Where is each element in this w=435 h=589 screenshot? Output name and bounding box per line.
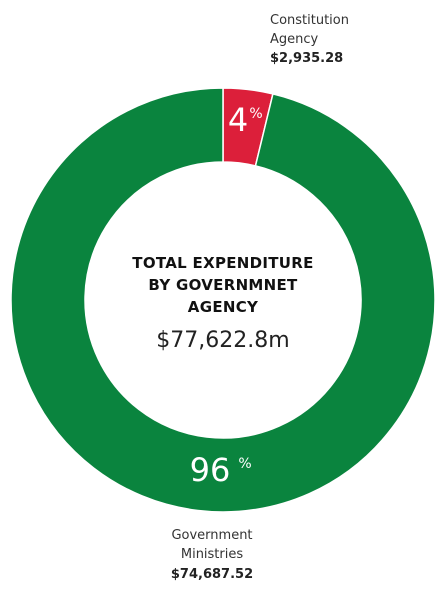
- slice-percent-constitution: 4: [228, 101, 248, 139]
- slices-group: [10, 87, 435, 513]
- outer-label-constitution-line-2: Agency: [270, 32, 319, 47]
- slice-percent-sign-ministries: %: [238, 456, 251, 472]
- center-title-line-3: AGENCY: [188, 298, 259, 316]
- outer-value-ministries: $74,687.52: [171, 567, 253, 582]
- slice-government-ministries: [10, 87, 435, 513]
- center-title-line-1: TOTAL EXPENDITURE: [132, 254, 313, 272]
- outer-value-constitution: $2,935.28: [270, 51, 343, 66]
- center-title-line-2: BY GOVERNMNET: [148, 276, 298, 294]
- outer-label-ministries-line-1: Government: [171, 528, 252, 543]
- slice-percent-ministries: 96: [190, 451, 231, 489]
- outer-label-constitution-line-1: Constitution: [270, 13, 349, 28]
- outer-label-ministries-line-2: Ministries: [181, 547, 244, 562]
- slice-percent-sign-constitution: %: [249, 106, 262, 122]
- center-total-value: $77,622.8m: [156, 328, 289, 353]
